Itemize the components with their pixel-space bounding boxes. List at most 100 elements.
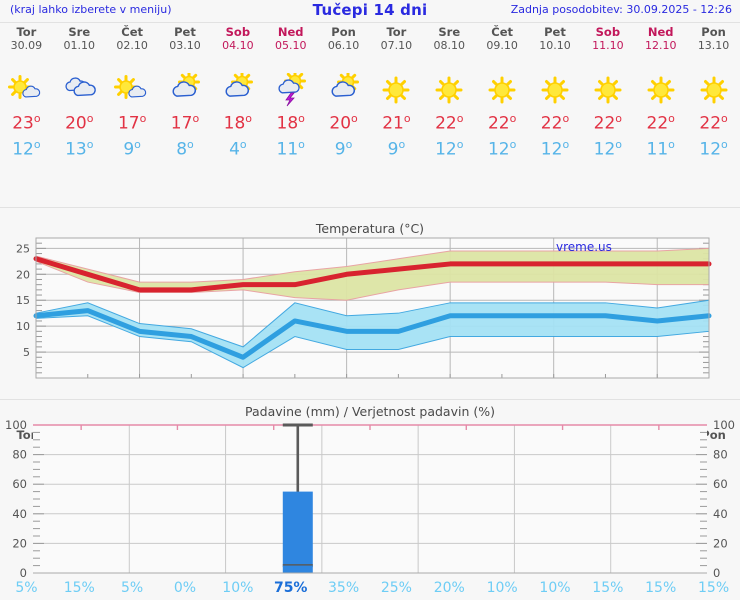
degree-icon: o	[245, 112, 253, 125]
degree-icon: o	[86, 112, 94, 125]
max-temperature-value: 17o	[106, 112, 159, 138]
max-temp-number: 22	[646, 113, 669, 134]
min-temperature-row: 12o 13o 9o 8o 4o 11o 9o 9o 12o 12o 12o 12o 11o 12o	[0, 138, 740, 164]
max-temperature-value: 22o	[581, 112, 634, 138]
precipitation-probability-value: 15%	[698, 580, 730, 596]
sun-icon	[423, 73, 476, 107]
degree-icon: o	[86, 138, 94, 151]
degree-icon: o	[33, 112, 41, 125]
sun-cloud-thunder-icon	[264, 73, 317, 107]
degree-icon: o	[562, 138, 570, 151]
max-temp-number: 22	[540, 113, 563, 134]
degree-icon: o	[668, 112, 675, 125]
day-date: 04.10	[222, 39, 254, 52]
location-hint: (kraj lahko izberete v meniju)	[10, 3, 172, 16]
sun-behind-cloud-icon	[159, 73, 212, 107]
max-temp-number: 22	[435, 113, 457, 134]
min-temperature-value: 4o	[211, 138, 264, 164]
svg-text:10: 10	[16, 320, 30, 333]
svg-text:40: 40	[713, 507, 728, 521]
max-temperature-value: 22o	[476, 112, 529, 138]
max-temp-number: 21	[382, 113, 404, 134]
degree-icon: o	[192, 112, 200, 125]
degree-icon: o	[562, 112, 570, 125]
min-temp-number: 12	[435, 139, 457, 160]
max-temp-number: 22	[699, 113, 722, 134]
day-name: Sre	[68, 25, 91, 39]
degree-icon: o	[509, 112, 517, 125]
sun-small-cloud-icon	[0, 73, 53, 107]
degree-icon: o	[721, 138, 728, 151]
cloudy-icon	[53, 73, 106, 107]
day-header-cell: Pon 13.10	[687, 26, 740, 66]
day-date: 05.10	[274, 39, 307, 52]
precipitation-probability-value: 15%	[645, 580, 677, 596]
section-divider-2	[0, 399, 740, 400]
max-temperature-value: 22o	[529, 112, 582, 138]
degree-icon: o	[509, 138, 517, 151]
min-temp-number: 4	[229, 139, 240, 160]
day-date: 10.10	[539, 39, 571, 52]
day-date: 01.10	[63, 39, 96, 52]
day-date: 08.10	[433, 39, 466, 52]
max-temperature-value: 18o	[211, 112, 264, 138]
degree-icon: o	[351, 112, 358, 125]
precipitation-probability-value: 10%	[222, 580, 254, 596]
max-temperature-value: 17o	[159, 112, 212, 138]
precipitation-probability-value: 15%	[63, 580, 95, 596]
precipitation-probability-value: 15%	[592, 580, 624, 596]
max-temp-number: 23	[12, 113, 34, 134]
degree-icon: o	[615, 138, 623, 151]
day-date: 30.09	[10, 39, 43, 52]
precipitation-probability-value: 10%	[539, 580, 571, 596]
last-updated-text: Zadnja posodobitev: 30.09.2025 - 12:26	[510, 3, 732, 16]
day-name: Pet	[544, 25, 566, 39]
day-name: Čet	[491, 25, 513, 39]
day-header-row: Tor 30.09 Sre 01.10 Čet 02.10 Pet 03.10 Sob 04.10…	[0, 26, 740, 66]
day-header-cell: Čet 02.10	[106, 26, 159, 66]
max-temp-number: 18	[276, 113, 299, 134]
svg-text:5: 5	[23, 346, 30, 359]
min-temperature-value: 11o	[634, 138, 687, 164]
max-temp-number: 17	[170, 113, 193, 134]
svg-text:20: 20	[713, 536, 728, 550]
max-temperature-row: 23o 20o 17o 17o 18o 18o 20o 21o 22o 22o 22o 22o 22o 2…	[0, 112, 740, 138]
sun-behind-cloud-icon	[317, 73, 370, 107]
svg-text:0: 0	[713, 566, 720, 580]
day-header-cell: Tor 30.09	[0, 26, 53, 66]
day-header-cell: Pon 06.10	[317, 26, 370, 66]
min-temp-number: 12	[540, 139, 563, 160]
day-date: 02.10	[116, 39, 148, 52]
day-name: Ned	[647, 25, 674, 39]
page-title: Tučepi 14 dni	[312, 1, 428, 19]
min-temp-number: 12	[593, 139, 616, 160]
day-name: Čet	[121, 25, 143, 39]
page-header: (kraj lahko izberete v meniju) Tučepi 14…	[0, 0, 740, 22]
min-temperature-value: 12o	[687, 138, 740, 164]
section-divider-1	[0, 207, 740, 208]
max-temp-number: 22	[487, 113, 510, 134]
min-temperature-value: 9o	[370, 138, 423, 164]
precipitation-chart-title: Padavine (mm) / Verjetnost padavin (%)	[245, 404, 495, 419]
min-temp-number: 11	[646, 139, 669, 160]
day-header-cell: Sre 08.10	[423, 26, 476, 66]
day-date: 03.10	[169, 39, 201, 52]
max-temp-number: 22	[593, 113, 616, 134]
sun-icon	[529, 73, 582, 107]
day-header-cell: Sre 01.10	[53, 26, 106, 66]
min-temperature-value: 12o	[0, 138, 53, 164]
min-temperature-value: 8o	[159, 138, 212, 164]
day-header-cell: Čet 09.10	[476, 26, 529, 66]
min-temp-number: 13	[65, 139, 87, 160]
degree-icon: o	[398, 138, 406, 151]
sun-icon	[476, 73, 529, 107]
precipitation-probability-value: 0%	[173, 580, 197, 596]
svg-text:25: 25	[16, 242, 30, 255]
degree-icon: o	[456, 138, 464, 151]
degree-icon: o	[298, 112, 305, 125]
degree-icon: o	[403, 112, 411, 125]
svg-text:100: 100	[5, 420, 27, 432]
day-date: 13.10	[697, 39, 730, 52]
max-temp-number: 20	[65, 113, 87, 134]
min-temperature-value: 11o	[264, 138, 317, 164]
